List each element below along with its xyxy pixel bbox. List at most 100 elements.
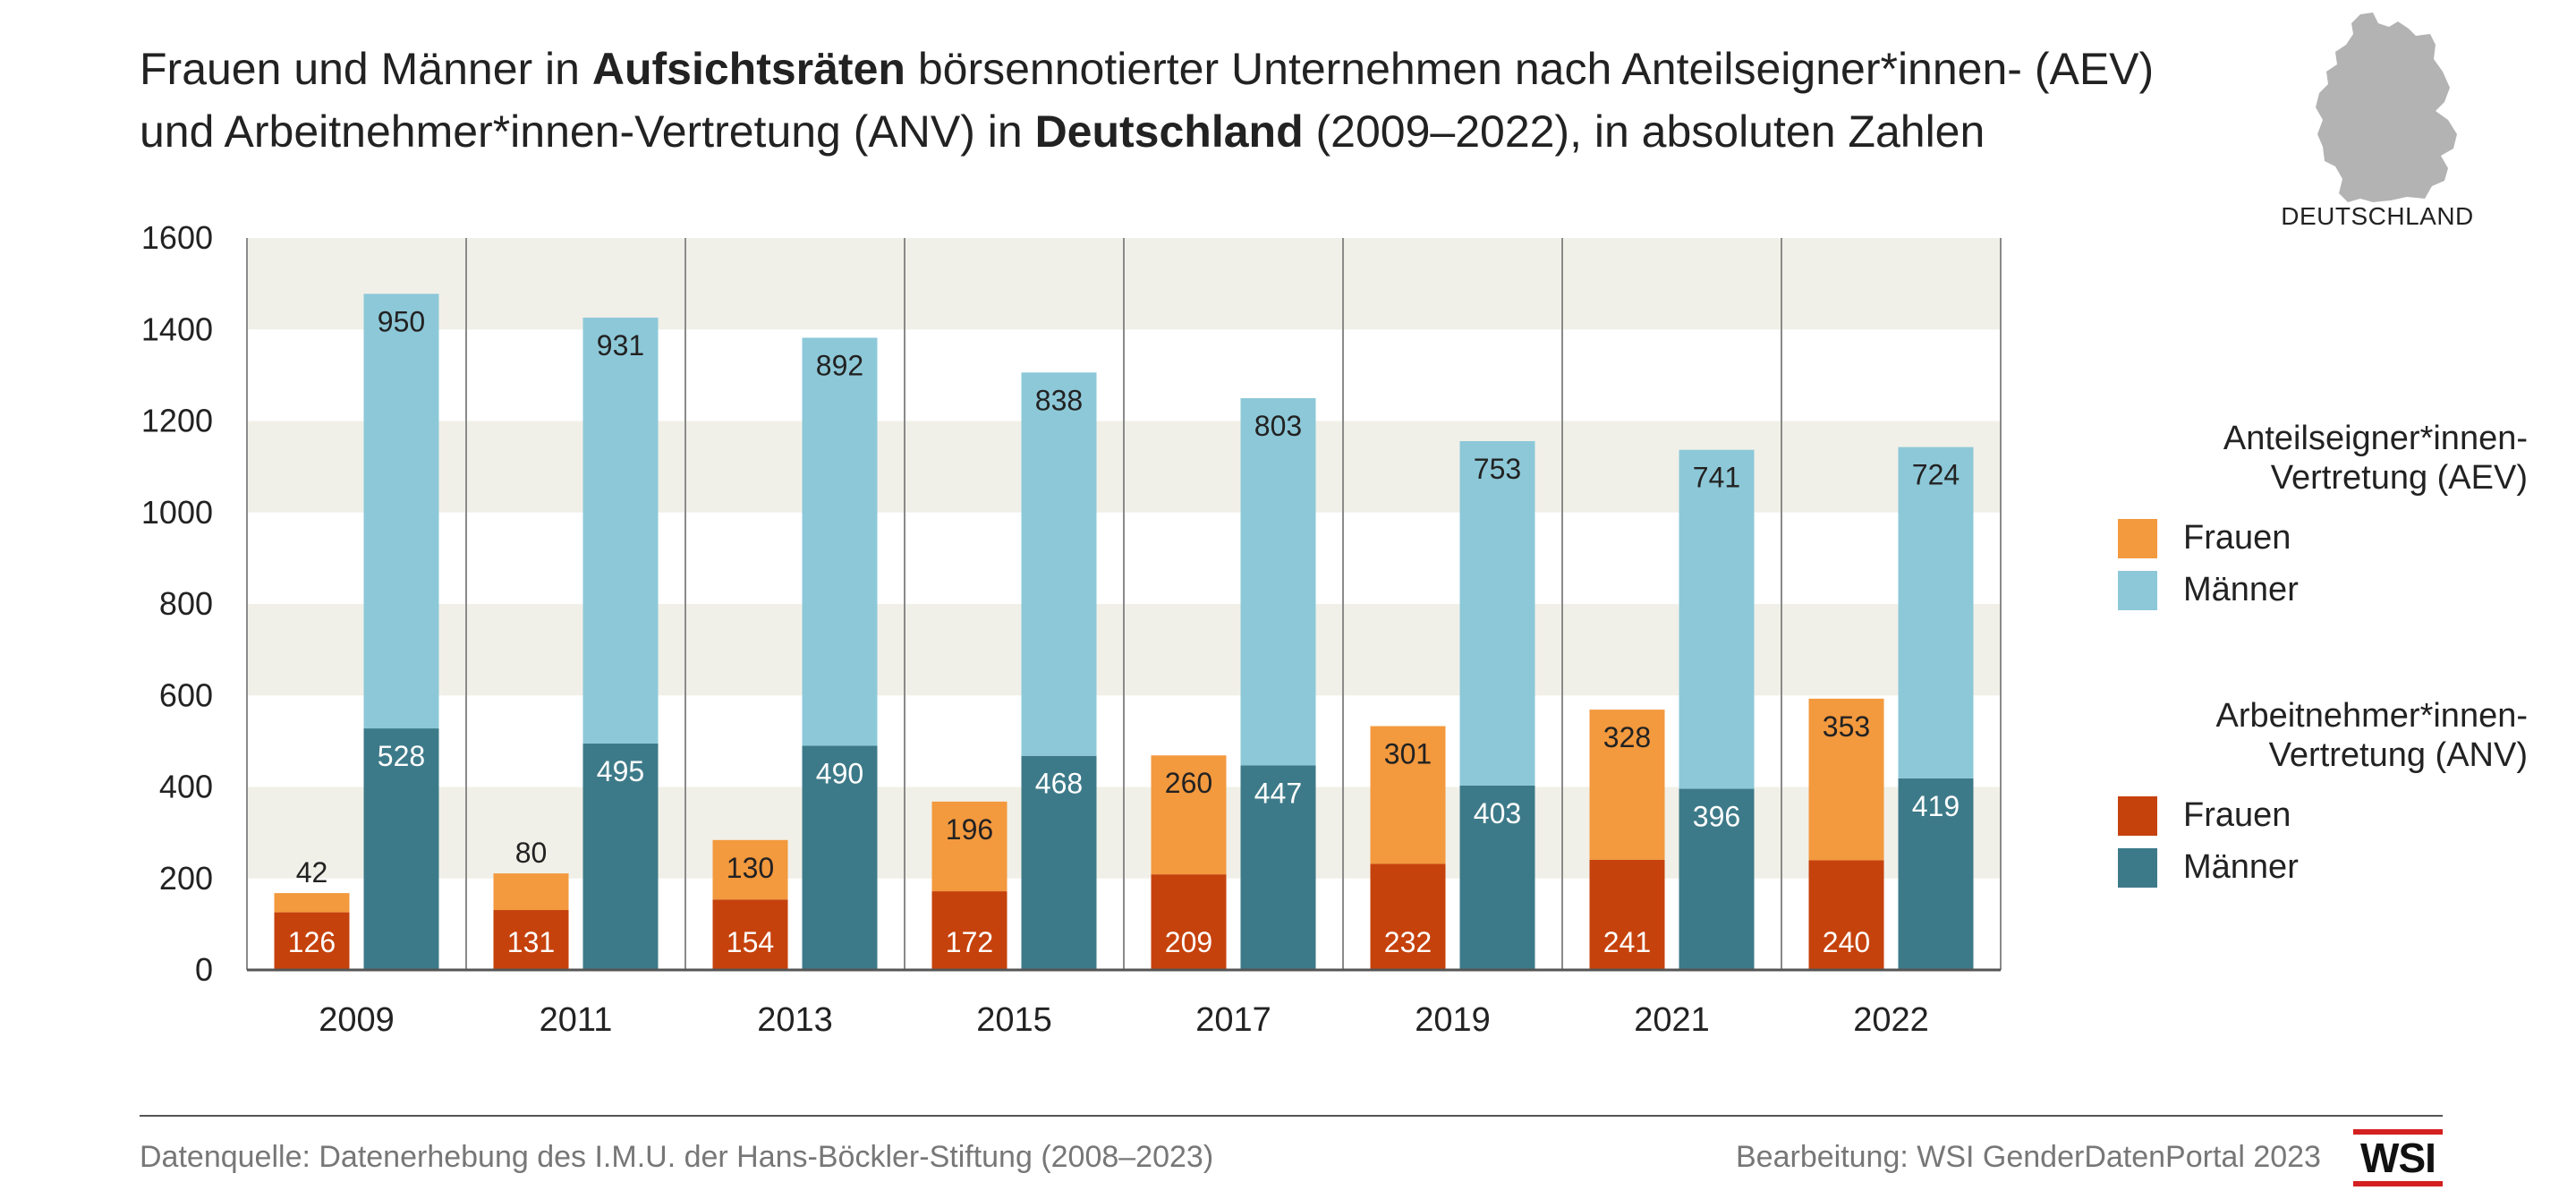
legend-label: Frauen <box>2183 519 2291 557</box>
data-label: 724 <box>1912 459 1960 491</box>
legend-anv: Arbeitnehmer*innen- Vertretung (ANV) Fra… <box>2107 696 2528 893</box>
bar-anv-frauen <box>1808 860 1884 970</box>
legend-aev: Anteilseigner*innen- Vertretung (AEV) Fr… <box>2107 419 2528 616</box>
bar-anv-frauen <box>493 910 569 970</box>
bar-aev-frauen <box>712 839 788 900</box>
germany-map-icon <box>2273 9 2487 233</box>
legend-heading-anv: Arbeitnehmer*innen- Vertretung (ANV) <box>2107 696 2528 775</box>
legend-swatch-anv-maenner <box>2118 848 2157 888</box>
legend-item-aev-frauen: Frauen <box>2107 512 2528 564</box>
data-label: 232 <box>1384 926 1432 958</box>
data-label: 528 <box>378 740 425 772</box>
y-tick-label: 800 <box>159 585 213 622</box>
data-label: 328 <box>1603 721 1651 753</box>
data-label: 950 <box>378 305 425 337</box>
legend-swatch-anv-frauen <box>2118 796 2157 836</box>
data-label: 301 <box>1384 738 1432 770</box>
data-label: 130 <box>727 852 774 884</box>
y-tick-label: 1600 <box>141 219 213 256</box>
y-tick-label: 0 <box>195 951 213 988</box>
data-label: 419 <box>1912 790 1960 822</box>
bar-anv-maenner <box>363 728 439 970</box>
data-label: 42 <box>296 856 328 889</box>
data-label: 209 <box>1165 926 1212 958</box>
x-tick-label: 2015 <box>976 1001 1052 1039</box>
category-separators <box>246 238 2002 970</box>
bar-aev-frauen <box>1151 755 1227 875</box>
bar-aev-maenner <box>363 293 439 729</box>
bar-anv-frauen <box>274 912 350 970</box>
bar-aev-maenner <box>1459 440 1535 786</box>
bar-aev-frauen <box>1808 698 1884 861</box>
data-label: 396 <box>1693 801 1740 833</box>
legend-heading-aev: Anteilseigner*innen- Vertretung (AEV) <box>2107 419 2528 497</box>
x-tick-label: 2009 <box>319 1001 395 1039</box>
legend-heading-line: Vertretung (AEV) <box>2270 459 2528 497</box>
footer-credit: Bearbeitung: WSI GenderDatenPortal 2023 <box>1736 1140 2321 1174</box>
legend-heading-line: Vertretung (ANV) <box>2268 736 2528 774</box>
data-label: 495 <box>597 755 644 787</box>
legend-item-aev-maenner: Männer <box>2107 564 2528 616</box>
data-label: 126 <box>288 926 336 958</box>
bars <box>274 293 1974 970</box>
x-tick-label: 2017 <box>1195 1001 1271 1039</box>
data-label: 468 <box>1035 768 1083 800</box>
data-label: 353 <box>1823 710 1870 743</box>
title-emphasis: Aufsichtsräten <box>591 44 905 94</box>
chart-title: Frauen und Männer in Aufsichtsräten börs… <box>140 38 2162 163</box>
bar-anv-frauen <box>1589 859 1665 970</box>
legend-label: Frauen <box>2183 796 2291 834</box>
legend-item-anv-maenner: Männer <box>2107 841 2528 893</box>
legend-heading-line: Arbeitnehmer*innen- <box>2215 697 2528 735</box>
bar-anv-maenner <box>1898 778 1974 970</box>
bar-aev-maenner <box>1021 372 1097 756</box>
y-tick-label: 1200 <box>141 403 213 439</box>
axes: 0 200 400 600 800 1000 1200 1400 1600 2009 2011 201… <box>141 219 2001 1039</box>
chart-title-line-2: und Arbeitnehmer*innen-Vertretung (ANV) … <box>140 100 2162 163</box>
data-label: 196 <box>946 813 993 846</box>
title-text: (2009–2022), in absoluten Zahlen <box>1303 106 1985 157</box>
bar-anv-maenner <box>582 743 659 970</box>
bar-anv-maenner <box>1021 755 1097 970</box>
x-tick-label: 2019 <box>1415 1001 1491 1039</box>
footer-source: Datenquelle: Datenerhebung des I.M.U. de… <box>140 1140 1214 1174</box>
bar-anv-frauen <box>712 899 788 970</box>
legend-item-anv-frauen: Frauen <box>2107 789 2528 841</box>
data-label: 80 <box>515 837 548 869</box>
y-tick-label: 400 <box>159 769 213 805</box>
map-label: DEUTSCHLAND <box>2281 202 2474 230</box>
data-label: 753 <box>1474 453 1521 485</box>
x-tick-label: 2013 <box>757 1001 833 1039</box>
bar-aev-maenner <box>582 317 659 744</box>
data-label: 172 <box>946 926 993 958</box>
data-label: 241 <box>1603 926 1651 958</box>
bar-anv-maenner <box>802 745 878 970</box>
bar-aev-frauen <box>931 801 1007 892</box>
bar-aev-maenner <box>1679 449 1755 789</box>
data-labels: 126 42 528 950 131 80 495 931 154 130 490 892 172 196… <box>288 305 1960 958</box>
data-label: 403 <box>1474 797 1521 829</box>
title-text: und Arbeitnehmer*innen-Vertretung (ANV) … <box>140 106 1035 157</box>
data-label: 240 <box>1823 926 1870 958</box>
bar-anv-frauen <box>931 891 1007 970</box>
bar-aev-frauen <box>1589 710 1665 860</box>
data-label: 490 <box>816 757 863 789</box>
x-tick-label: 2021 <box>1634 1001 1710 1039</box>
bar-anv-maenner <box>1459 785 1535 970</box>
footer-divider <box>140 1115 2443 1117</box>
x-tick-label: 2011 <box>540 1001 613 1039</box>
legend-swatch-aev-maenner <box>2118 571 2157 610</box>
wsi-logo-text: WSI <box>2360 1135 2436 1181</box>
data-label: 154 <box>727 926 774 958</box>
bar-anv-maenner <box>1240 765 1316 970</box>
data-label: 131 <box>507 926 555 958</box>
germany-map-shape <box>2316 13 2457 202</box>
data-label: 892 <box>816 349 863 381</box>
bar-aev-maenner <box>1898 446 1974 778</box>
bar-aev-frauen <box>493 873 569 911</box>
y-tick-label: 1400 <box>141 310 213 347</box>
bar-aev-frauen <box>1370 726 1446 864</box>
bar-aev-maenner <box>1240 397 1316 766</box>
data-label: 931 <box>597 329 644 361</box>
